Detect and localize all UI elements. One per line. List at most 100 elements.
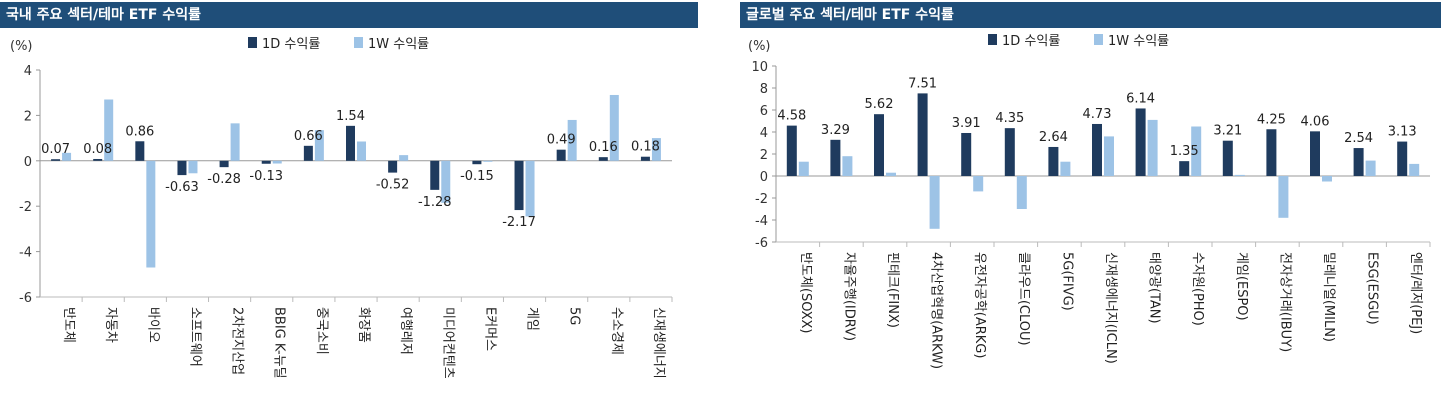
x-category-label: 2차전지산업 — [230, 307, 245, 375]
data-label-1d: 3.29 — [821, 123, 850, 138]
y-tick-label: 2 — [760, 148, 768, 163]
x-category-label: 밀레니얼(MILN) — [1321, 252, 1336, 342]
data-label-1d: -1.28 — [418, 195, 452, 210]
x-category-label: 수소경제 — [609, 307, 624, 355]
data-label-1d: 4.06 — [1301, 114, 1330, 129]
x-category-label: 4차산업혁명(ARKW) — [929, 252, 944, 369]
data-label-1d: 7.51 — [908, 76, 937, 91]
y-tick-label: 0 — [24, 155, 32, 170]
bar-1w — [146, 160, 156, 268]
x-category-label: 중국소비 — [314, 307, 329, 355]
y-tick-label: 8 — [760, 82, 768, 97]
bar-1w — [1409, 163, 1420, 176]
x-category-label: ESG(ESGU) — [1365, 252, 1380, 325]
bar-1d — [786, 125, 797, 176]
data-label-1d: 0.08 — [83, 142, 112, 157]
y-tick-label: 6 — [760, 104, 768, 119]
x-category-label: 게임(ESPO) — [1234, 252, 1249, 321]
x-category-label: 반도체(SOXX) — [798, 252, 813, 334]
data-label-1d: 2.64 — [1039, 130, 1068, 145]
bar-1w — [1016, 176, 1027, 209]
legend-swatch-1w — [354, 37, 363, 48]
bar-1d — [1266, 129, 1277, 176]
legend-label-1d: 1D 수익률 — [1002, 34, 1060, 49]
bar-1d — [346, 125, 355, 161]
legend-swatch-1d — [988, 34, 997, 45]
data-label-1d: 0.18 — [631, 140, 660, 155]
legend: 1D 수익률 1W 수익률 — [988, 34, 1169, 49]
x-category-label: 5G(FIVG) — [1059, 252, 1074, 311]
bar-1d — [917, 93, 928, 176]
x-category-label: 수자원(PHO) — [1190, 252, 1205, 326]
x-category-label: 소프트웨어 — [187, 307, 202, 367]
x-category-label: 핀테크(FINX) — [885, 252, 900, 328]
bar-1d — [1135, 108, 1146, 176]
legend-swatch-1d — [248, 37, 257, 48]
legend-label-1d: 1D 수익률 — [262, 37, 320, 52]
bar-1w — [886, 172, 896, 176]
y-tick-label: -4 — [19, 246, 32, 261]
data-label-1d: 3.21 — [1213, 124, 1242, 139]
bar-1d — [177, 160, 187, 176]
bar-1d — [135, 141, 145, 161]
bar-1w — [609, 94, 619, 161]
bar-1w — [798, 161, 809, 176]
legend-label-1w: 1W 수익률 — [368, 37, 429, 52]
x-category-label: 여행레저 — [398, 307, 414, 355]
data-label-1d: 4.35 — [995, 111, 1024, 126]
data-label-1d: -0.15 — [460, 169, 494, 184]
bar-1d — [303, 145, 313, 161]
bar-1w — [441, 160, 451, 203]
x-category-label: 자동차 — [103, 307, 118, 343]
x-category-label: 유전자공학(ARKG) — [972, 252, 987, 358]
x-category-label: 클라우드(CLOU) — [1016, 252, 1031, 346]
bar-1w — [1365, 160, 1376, 176]
data-label-1d: 2.54 — [1344, 131, 1373, 146]
global-etf-bar-chart: 10 8 6 4 2 0 -2 -4 -6 (%) 1D 수익률 1W 수익률 4.58 반도체(SOXX… — [748, 34, 1431, 369]
y-tick-label: -2 — [755, 192, 768, 207]
y-tick-label: 2 — [24, 109, 32, 124]
data-label-1d: 5.62 — [865, 97, 894, 112]
bar-1w — [1322, 176, 1332, 182]
y-tick-label: 4 — [24, 64, 32, 79]
bar-1d — [874, 114, 884, 176]
x-category-label: 게임 — [525, 307, 540, 331]
bar-1w — [483, 160, 493, 162]
bar-1w — [230, 123, 240, 161]
bar-1d — [1048, 146, 1059, 176]
y-tick-label: -6 — [19, 291, 32, 306]
bar-1d — [1310, 131, 1320, 176]
bar-1w — [1234, 174, 1245, 176]
x-category-label: 엔터/레저(PEJ) — [1408, 252, 1423, 334]
bar-1w — [525, 160, 535, 217]
data-label-1d: -0.13 — [249, 169, 283, 184]
bar-1w — [188, 160, 198, 174]
domestic-etf-chart-panel: 국내 주요 섹터/테마 ETF 수익률 4 2 0 -2 -4 -6 (%) 1D 수익률 1W… — [0, 0, 698, 407]
data-label-1d: -0.52 — [376, 178, 410, 193]
y-unit-label: (%) — [748, 39, 771, 54]
bar-1w — [1060, 161, 1071, 176]
bar-1w — [567, 119, 577, 161]
data-label-1d: 4.73 — [1083, 107, 1112, 122]
bar-1d — [219, 160, 229, 168]
x-category-label: 전자상거래(IBUY) — [1277, 252, 1292, 352]
data-label-1d: 0.66 — [294, 129, 323, 144]
bar-1w — [314, 130, 324, 161]
bar-1d — [93, 158, 103, 161]
data-label-1d: 1.54 — [336, 109, 365, 124]
bar-1d — [388, 160, 398, 173]
bar-1d — [640, 156, 650, 161]
bar-1d — [51, 159, 61, 161]
bar-1d — [1353, 148, 1364, 176]
data-label-1d: 3.13 — [1388, 125, 1417, 140]
bar-1d — [598, 157, 608, 161]
y-tick-label: 0 — [760, 170, 768, 185]
bar-1w — [1104, 136, 1114, 176]
bar-1d — [1222, 140, 1233, 176]
bar-1w — [1147, 119, 1158, 176]
bar-1d — [472, 160, 482, 165]
global-etf-chart-panel: 글로벌 주요 섹터/테마 ETF 수익률 10 8 6 4 2 0 -2 -4 -6 (%) 1D … — [740, 0, 1441, 407]
bar-1w — [62, 152, 72, 161]
bar-1d — [556, 149, 566, 161]
bar-1d — [514, 160, 524, 211]
